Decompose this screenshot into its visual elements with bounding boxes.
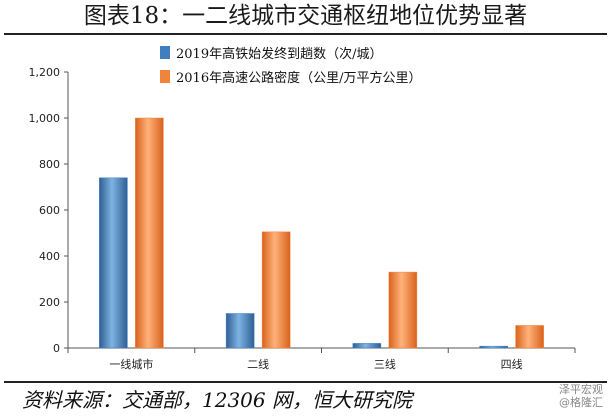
bar-series2 (261, 231, 291, 349)
watermark-line1: 泽平宏观 (559, 383, 603, 396)
legend-item-series2: 2016年高速公路密度（公里/万平方公里） (160, 64, 421, 88)
x-category-label: 三线 (374, 357, 396, 371)
legend: 2019年高铁始发终到趟数（次/城） 2016年高速公路密度（公里/万平方公里） (160, 40, 421, 88)
bar-series2 (388, 271, 418, 349)
bars (99, 117, 544, 349)
y-tick-label: 800 (39, 158, 60, 171)
x-category-label: 二线 (247, 357, 269, 371)
bar-series2 (515, 325, 544, 349)
y-tick-label: 400 (39, 250, 60, 263)
y-tick-label: 1,200 (29, 66, 61, 79)
bar-series1 (225, 313, 255, 349)
source-note: 资料来源：交通部，12306 网，恒大研究院 (22, 388, 412, 412)
bar-series1 (352, 343, 382, 349)
legend-item-series1: 2019年高铁始发终到趟数（次/城） (160, 40, 421, 64)
chart-title: 图表18：一二线城市交通枢纽地位优势显著 (83, 3, 528, 29)
title-rule (4, 33, 607, 35)
axis-labels: 0 200 400 600 800 1,000 1,200 一线城市 二线 三线 四线 (29, 66, 523, 371)
x-category-label: 一线城市 (109, 357, 153, 371)
bar-series2 (135, 117, 164, 349)
watermark: 泽平宏观 @格隆汇 (559, 383, 603, 409)
bar-chart: 0 200 400 600 800 1,000 1,200 一线城市 二线 三线 四线 (29, 66, 576, 371)
source-rule (4, 381, 607, 383)
legend-label-series1: 2019年高铁始发终到趟数（次/城） (176, 46, 383, 62)
y-tick-label: 1,000 (29, 112, 61, 125)
y-tick-label: 200 (39, 296, 60, 309)
y-tick-label: 0 (53, 342, 60, 355)
legend-label-series2: 2016年高速公路密度（公里/万平方公里） (176, 70, 422, 86)
bar-series1 (479, 345, 508, 349)
legend-swatch-series2 (160, 69, 170, 83)
legend-swatch-series1 (160, 45, 170, 59)
y-tick-label: 600 (39, 204, 60, 217)
watermark-line2: @格隆汇 (559, 396, 603, 409)
bar-series1 (99, 177, 128, 349)
x-category-label: 四线 (501, 357, 523, 371)
